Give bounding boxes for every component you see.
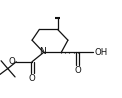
Text: N: N (39, 47, 46, 56)
Text: OH: OH (94, 48, 107, 57)
Text: O: O (74, 66, 81, 75)
Text: O: O (29, 74, 36, 83)
Text: O: O (8, 57, 15, 66)
